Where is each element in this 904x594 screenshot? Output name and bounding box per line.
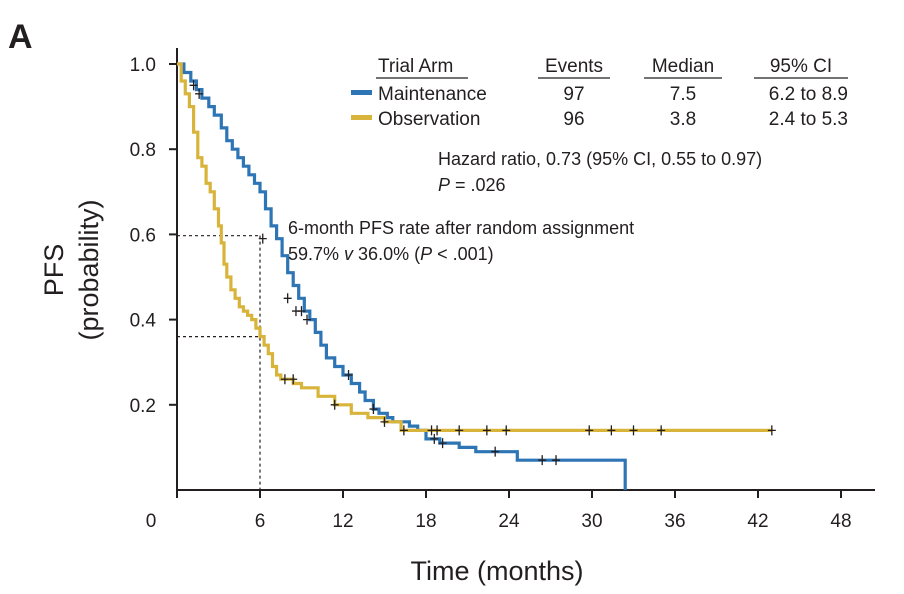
legend-swatch-maintenance xyxy=(351,90,372,95)
x-tick-label: 12 xyxy=(332,511,353,532)
censor-mark-maintenance xyxy=(538,455,547,466)
censor-mark-observation xyxy=(767,425,776,436)
legend-events-maintenance: 97 xyxy=(563,84,584,105)
legend-header-arm: Trial Arm xyxy=(378,56,453,77)
censor-mark-maintenance xyxy=(189,80,198,91)
censor-mark-maintenance xyxy=(438,438,447,449)
legend-ci-observation: 2.4 to 5.3 xyxy=(769,109,848,130)
censor-mark-maintenance xyxy=(552,455,561,466)
x-tick-label: 0 xyxy=(146,511,157,532)
censor-mark-observation xyxy=(380,416,389,427)
hazard-ratio-text: Hazard ratio, 0.73 (95% CI, 0.55 to 0.97… xyxy=(438,149,762,169)
y-tick-label: 1.0 xyxy=(130,55,156,76)
censor-mark-observation xyxy=(482,425,491,436)
legend-header-events: Events xyxy=(545,56,603,77)
p-value-number: = .026 xyxy=(450,175,506,195)
x-tick-label: 48 xyxy=(830,511,851,532)
curve-observation xyxy=(177,62,772,432)
censor-mark-maintenance xyxy=(491,446,500,457)
censor-marks xyxy=(189,80,776,466)
legend-swatch-observation xyxy=(351,115,372,120)
p-value-text: P = .026 xyxy=(438,175,506,195)
axes xyxy=(169,48,875,498)
pfs-rate-c: < .001) xyxy=(432,244,494,264)
censor-mark-observation xyxy=(330,399,339,410)
censor-mark-observation xyxy=(585,425,594,436)
legend-events-observation: 96 xyxy=(563,109,584,130)
censor-mark-maintenance xyxy=(195,88,204,99)
y-tick-label: 0.8 xyxy=(130,140,156,161)
x-tick-label: 36 xyxy=(664,511,685,532)
censor-mark-observation xyxy=(629,425,638,436)
tick-labels: 0 6 12 18 24 30 36 42 48 0.2 0.4 0.6 0.8 1.0 xyxy=(130,55,852,532)
legend-header-median: Median xyxy=(652,56,714,77)
censor-mark-maintenance xyxy=(297,306,306,317)
censor-mark-observation xyxy=(433,425,442,436)
censor-mark-observation xyxy=(455,425,464,436)
x-tick-label: 6 xyxy=(255,511,266,532)
p-value-label: P xyxy=(438,175,450,195)
censor-mark-observation xyxy=(289,374,298,385)
legend-arm-maintenance: Maintenance xyxy=(378,84,487,105)
censor-mark-maintenance xyxy=(430,433,439,444)
legend-ci-maintenance: 6.2 to 8.9 xyxy=(769,84,848,105)
censor-mark-observation xyxy=(399,425,408,436)
pfs-rate-b: 36.0% ( xyxy=(353,244,420,264)
pfs-rate-line1: 6-month PFS rate after random assignment xyxy=(288,218,634,238)
reference-lines xyxy=(177,235,261,490)
censor-mark-observation xyxy=(280,374,289,385)
pfs-rate-a: 59.7% xyxy=(288,244,344,264)
x-tick-label: 30 xyxy=(581,511,602,532)
legend-median-observation: 3.8 xyxy=(670,109,696,130)
x-tick-label: 18 xyxy=(415,511,436,532)
legend-arm-observation: Observation xyxy=(378,109,480,130)
y-axis-title-line1: PFS xyxy=(39,244,69,297)
censor-mark-maintenance xyxy=(369,404,378,415)
censor-mark-observation xyxy=(657,425,666,436)
y-tick-label: 0.2 xyxy=(130,396,156,417)
legend-header-ci: 95% CI xyxy=(770,56,832,77)
censor-mark-maintenance xyxy=(344,369,353,380)
pfs-rate-v: v xyxy=(344,244,354,264)
censor-mark-observation xyxy=(502,425,511,436)
x-axis-title: Time (months) xyxy=(410,556,583,586)
x-tick-label: 42 xyxy=(747,511,768,532)
y-tick-label: 0.6 xyxy=(130,225,156,246)
censor-mark-maintenance xyxy=(303,314,312,325)
censor-mark-maintenance xyxy=(258,233,267,244)
censor-mark-maintenance xyxy=(283,293,292,304)
x-tick-label: 24 xyxy=(498,511,520,532)
panel-label: A xyxy=(8,18,33,56)
y-axis-title-line2: (probability) xyxy=(74,199,104,340)
censor-mark-observation xyxy=(607,425,616,436)
y-tick-label: 0.4 xyxy=(130,311,157,332)
legend-table: Trial Arm Events Median 95% CI Maintenan… xyxy=(351,56,848,130)
legend-median-maintenance: 7.5 xyxy=(670,84,696,105)
pfs-rate-line2: 59.7% v 36.0% (P < .001) xyxy=(288,244,494,264)
pfs-rate-p: P xyxy=(420,244,432,264)
